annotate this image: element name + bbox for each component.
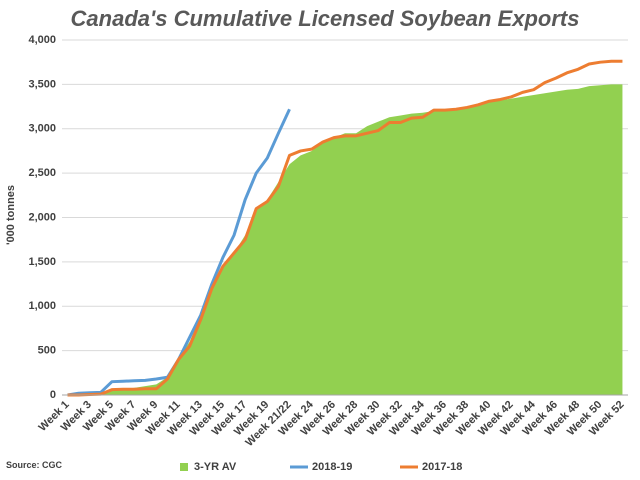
y-tick-label: 2,000 [28, 211, 56, 223]
line [67, 59, 623, 397]
y-tick-label: 2,500 [28, 167, 56, 179]
y-tick-label: 0 [50, 389, 56, 401]
plot [67, 59, 623, 397]
y-tick-label: 4,000 [28, 34, 56, 46]
source: Source: CGC [6, 460, 63, 470]
legend-label: 2018-19 [312, 461, 352, 473]
legend-label: 3-YR AV [194, 461, 237, 473]
y-axis-label: '000 tonnes [5, 185, 17, 245]
legend-label: 2017-18 [422, 461, 462, 473]
y-tick-label: 500 [38, 345, 56, 357]
area [67, 84, 623, 395]
y-tick-label: 3,000 [28, 123, 56, 135]
chart-title: Canada's Cumulative Licensed Soybean Exp… [71, 6, 580, 31]
y-tick-label: 1,000 [28, 300, 56, 312]
y-tick-label: 1,500 [28, 256, 56, 268]
legend-swatch [180, 463, 188, 471]
y-tick-label: 3,500 [28, 78, 56, 90]
